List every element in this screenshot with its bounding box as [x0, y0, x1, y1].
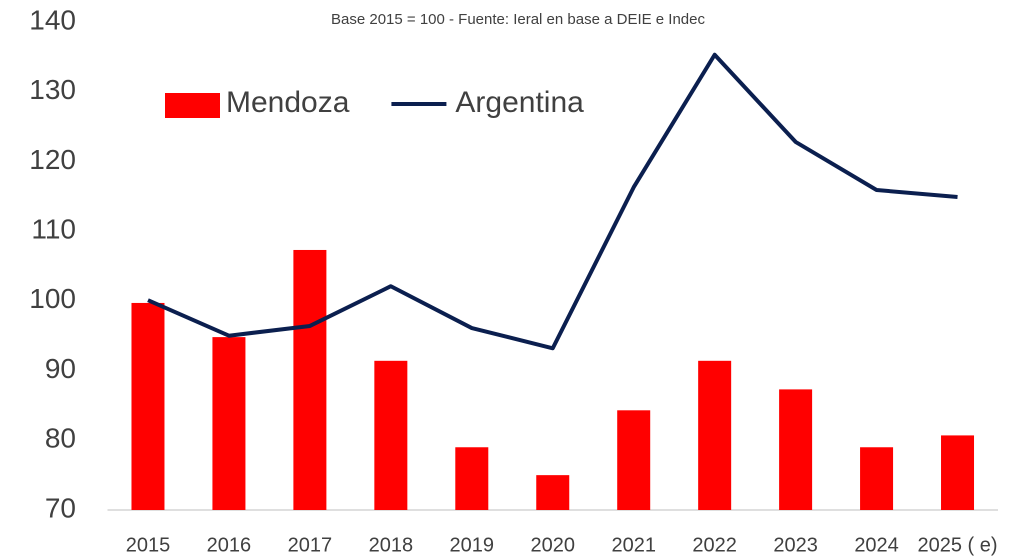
bar	[455, 447, 489, 510]
y-tick-label: 70	[45, 492, 76, 523]
x-tick-label: 2019	[450, 534, 495, 556]
x-tick-label: 2017	[288, 534, 333, 556]
y-tick-label: 80	[45, 423, 76, 454]
bar	[536, 475, 570, 510]
y-tick-label: 130	[29, 74, 76, 105]
bar	[212, 337, 246, 510]
x-tick-label: 2025 ( e)	[917, 534, 997, 556]
y-tick-label: 100	[29, 283, 76, 314]
bar	[131, 302, 165, 510]
y-tick-label: 140	[29, 4, 76, 35]
y-tick-label: 120	[29, 144, 76, 175]
legend-label: Argentina	[455, 86, 584, 119]
bar	[941, 435, 975, 510]
bar	[293, 249, 327, 511]
x-tick-label: 2023	[773, 534, 818, 556]
x-tick-label: 2016	[207, 534, 252, 556]
legend-swatch	[165, 93, 220, 118]
chart-subtitle: Base 2015 = 100 - Fuente: Ieral en base …	[331, 11, 705, 28]
x-tick-label: 2020	[531, 534, 576, 556]
line	[147, 52, 958, 351]
y-tick-label: 90	[45, 353, 76, 384]
x-tick-label: 2015	[126, 534, 171, 556]
bar	[617, 410, 651, 510]
bar	[860, 447, 894, 510]
bar	[698, 360, 732, 510]
y-tick-label: 110	[31, 214, 76, 245]
legend-label: Mendoza	[226, 86, 350, 119]
bar	[779, 389, 813, 510]
x-tick-label: 2021	[611, 534, 656, 556]
bar	[374, 360, 408, 510]
x-tick-label: 2024	[854, 534, 899, 556]
x-tick-label: 2022	[692, 534, 737, 556]
x-tick-label: 2018	[369, 534, 414, 556]
